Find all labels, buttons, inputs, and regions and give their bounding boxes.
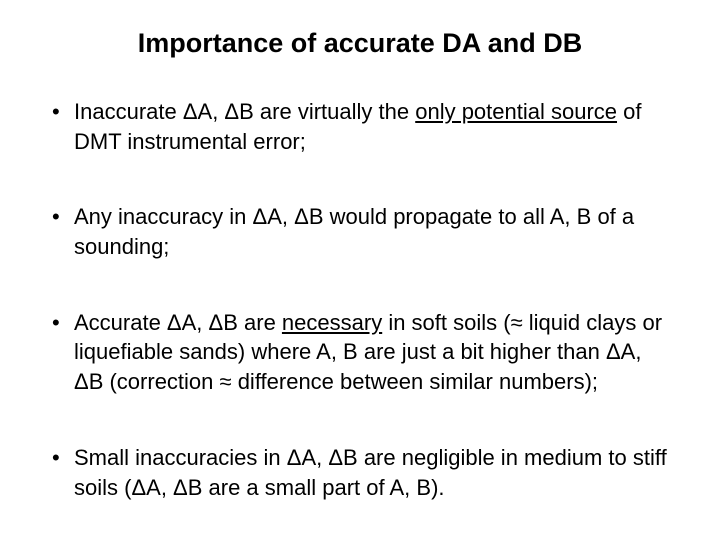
slide: Importance of accurate DA and DB Inaccur… (0, 0, 720, 540)
bullet-text-underlined: only potential source (415, 99, 617, 124)
bullet-text-underlined: necessary (282, 310, 382, 335)
bullet-item: Small inaccuracies in ΔA, ΔB are negligi… (48, 443, 672, 502)
slide-title: Importance of accurate DA and DB (48, 28, 672, 59)
bullet-item: Inaccurate ΔA, ΔB are virtually the only… (48, 97, 672, 156)
bullet-item: Accurate ΔA, ΔB are necessary in soft so… (48, 308, 672, 397)
bullet-list: Inaccurate ΔA, ΔB are virtually the only… (48, 97, 672, 502)
bullet-text-pre: Inaccurate ΔA, ΔB are virtually the (74, 99, 415, 124)
bullet-text-pre: Small inaccuracies in ΔA, ΔB are negligi… (74, 445, 667, 500)
bullet-item: Any inaccuracy in ΔA, ΔB would propagate… (48, 202, 672, 261)
bullet-text-pre: Any inaccuracy in ΔA, ΔB would propagate… (74, 204, 634, 259)
bullet-text-pre: Accurate ΔA, ΔB are (74, 310, 282, 335)
